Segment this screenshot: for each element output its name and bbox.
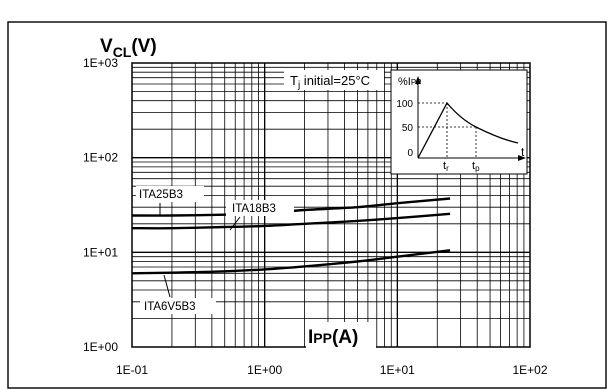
inset-y-arrow [415,76,421,84]
series-label: ITA6V5B3 [144,301,196,313]
pulse-inset: %IPP 100 50 0 t tr tp [390,69,528,175]
y-tick-label: 1E+03 [83,56,118,70]
x-axis-title-box [306,322,376,348]
inset-tick-0: 0 [407,148,413,159]
inset-x-arrow [518,155,526,161]
x-tick-label: 1E+02 [512,363,547,377]
series-leader-line [229,216,241,231]
series-labels: ITA25B3 ITA18B3 ITA6V5B3 [136,186,294,314]
condition-label: Tj initial=25°C [290,73,370,91]
inset-pulse-curve [417,101,519,159]
inset-y-label: %IPP [398,76,422,88]
series-leader-line [163,274,171,298]
x-tick-label: 1E-01 [116,363,148,377]
series-label-box [226,200,294,216]
condition-box [284,70,384,90]
inset-tr-label: tr [443,160,449,173]
series-label: ITA18B3 [232,203,276,215]
y-tick-label: 1E+02 [83,151,118,165]
series-label-box [140,298,216,314]
inset-tick-100: 100 [396,99,413,110]
tick-labels: 1E-01 1E+00 1E+01 1E+02 1E+00 1E+01 1E+02 1E+03 [83,56,548,377]
y-tick-label: 1E+00 [83,340,118,354]
inset-tick-50: 50 [402,123,414,134]
inset-box [390,69,528,175]
x-tick-label: 1E+01 [380,363,415,377]
series-label-box [136,186,204,202]
x-tick-label: 1E+00 [247,363,282,377]
y-tick-label: 1E+01 [83,245,118,259]
series-label: ITA25B3 [139,189,183,201]
series-line-ita6v5b3 [131,249,451,275]
y-axis-title: VCL(V) [100,36,157,60]
inset-tp-label: tp [472,160,480,173]
x-axis-title: IPP(A) [308,327,358,348]
inset-x-label: t [521,145,525,159]
series-line-ita18b3 [131,212,451,230]
